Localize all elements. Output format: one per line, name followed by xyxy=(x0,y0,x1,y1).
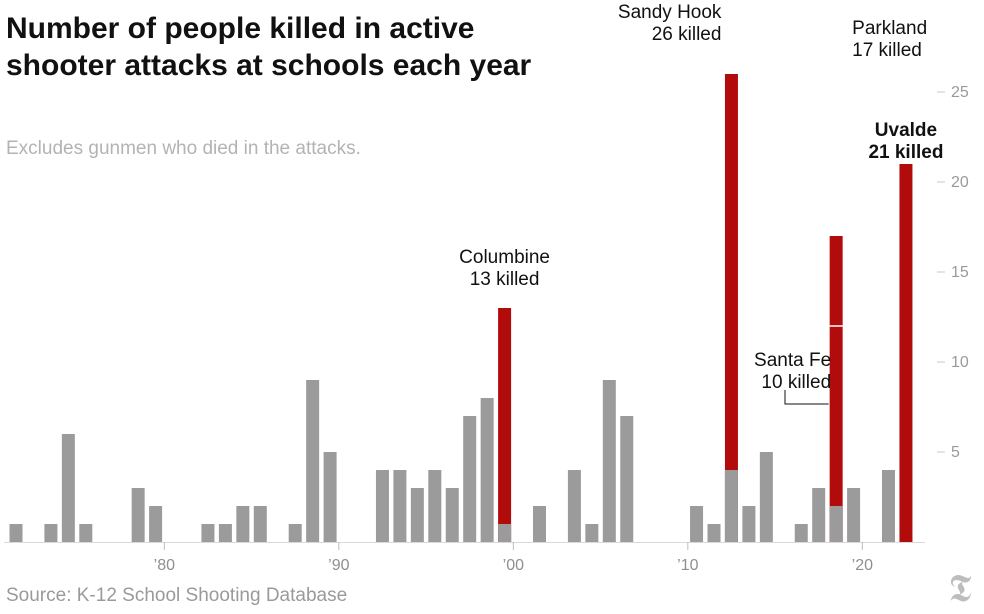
bar-1979 xyxy=(149,506,163,542)
y-axis-ticks: 5 10 15 20 25 xyxy=(937,84,969,461)
bar-1987 xyxy=(288,524,302,542)
bar-1993 xyxy=(393,470,407,542)
bar-2006 xyxy=(620,416,634,542)
source-note: Source: K-12 School Shooting Database xyxy=(6,585,348,606)
x-tick-label: ’10 xyxy=(677,557,698,574)
bar-1984 xyxy=(236,506,250,542)
y-tick-label: 10 xyxy=(951,354,969,371)
bar-2004 xyxy=(585,524,599,542)
bar-1998 xyxy=(480,398,494,542)
annotation-columbine-line1: Columbine xyxy=(459,247,550,268)
bar-2017 xyxy=(812,488,826,542)
chart-title: Number of people killed in active shoote… xyxy=(6,12,532,82)
bar-2003 xyxy=(567,470,581,542)
annotation-columbine-line2: 13 killed xyxy=(470,269,540,290)
bar-1989 xyxy=(323,452,337,542)
base-bar-1999 xyxy=(498,524,512,542)
bar-1975 xyxy=(79,524,93,542)
bar-2019 xyxy=(847,488,861,542)
highlight-bars-group xyxy=(498,74,913,542)
highlight-bar-1999 xyxy=(498,308,512,542)
annotation-santa-fe-line2: 10 killed xyxy=(761,372,831,393)
highlight-bar-2012 xyxy=(724,74,738,542)
bar-2021 xyxy=(882,470,895,542)
bar-2013 xyxy=(742,506,756,542)
bar-1997 xyxy=(463,416,477,542)
x-tick-label: ’80 xyxy=(154,557,175,574)
bar-2014 xyxy=(759,452,773,542)
bar-1992 xyxy=(375,470,389,542)
nyt-logo-icon: 𝕿 xyxy=(948,566,972,610)
highlight-bar-2022 xyxy=(899,164,913,542)
annotation-parkland-line1: Parkland xyxy=(852,18,927,39)
bar-1978 xyxy=(131,488,145,542)
annotation-uvalde-line1: Uvalde xyxy=(875,120,937,141)
bar-1985 xyxy=(253,506,267,542)
bar-1971 xyxy=(9,524,23,542)
x-axis-ticks: ’80 ’90 ’00 ’10 ’20 xyxy=(154,542,873,574)
bar-2011 xyxy=(707,524,721,542)
annotation-sandy-hook-line2: 26 killed xyxy=(652,24,722,45)
y-tick-label: 15 xyxy=(951,264,969,281)
base-bar-2018 xyxy=(829,506,843,542)
y-tick-label: 20 xyxy=(951,174,969,191)
bar-1994 xyxy=(410,488,424,542)
bar-1996 xyxy=(445,488,459,542)
bar-1995 xyxy=(428,470,442,542)
annotation-parkland-line2: 17 killed xyxy=(852,40,922,61)
annotation-uvalde-line2: 21 killed xyxy=(868,142,943,163)
bar-1983 xyxy=(218,524,232,542)
bar-1982 xyxy=(201,524,215,542)
gray-bars-group xyxy=(9,380,895,542)
bar-2005 xyxy=(602,380,616,542)
annotation-sandy-hook-line1: Sandy Hook xyxy=(618,2,722,23)
bar-2001 xyxy=(533,506,546,542)
base-bar-2012 xyxy=(724,470,738,542)
chart-subtitle: Excludes gunmen who died in the attacks. xyxy=(6,138,361,159)
bar-2016 xyxy=(794,524,808,542)
bar-1988 xyxy=(306,380,320,542)
x-tick-label: ’20 xyxy=(852,557,873,574)
bar-1974 xyxy=(61,434,75,542)
annotation-santa-fe-line1: Santa Fe xyxy=(754,350,831,371)
highlight-bar-2018 xyxy=(829,236,843,542)
y-tick-label: 5 xyxy=(951,444,960,461)
y-tick-label: 25 xyxy=(951,84,969,101)
x-tick-label: ’90 xyxy=(328,557,349,574)
bar-1973 xyxy=(44,524,58,542)
santa-fe-leader-line xyxy=(784,390,829,405)
x-tick-label: ’00 xyxy=(503,557,524,574)
bar-2010 xyxy=(690,506,704,542)
